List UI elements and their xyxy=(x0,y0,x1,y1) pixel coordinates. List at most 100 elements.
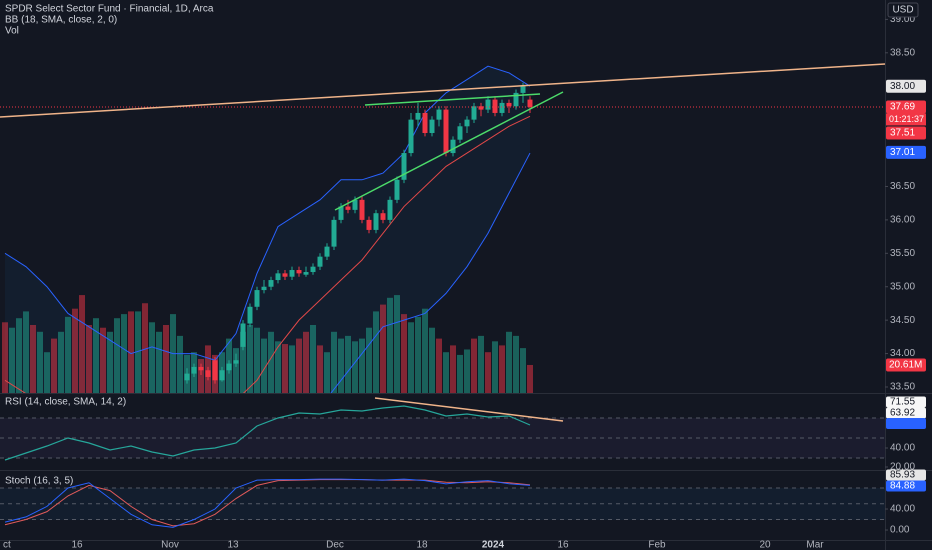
candle-body xyxy=(387,199,393,220)
volume-bar xyxy=(9,327,15,393)
candle-body xyxy=(422,112,428,134)
volume-badge-label: 20.61M xyxy=(889,360,922,371)
volume-bar xyxy=(37,331,43,393)
candle-body xyxy=(282,273,288,277)
candle-body xyxy=(310,266,316,273)
time-label: 13 xyxy=(227,540,239,550)
volume-bar xyxy=(429,327,435,393)
trend-line xyxy=(334,91,564,211)
candle-body xyxy=(443,109,449,154)
trend-line xyxy=(374,397,564,422)
countdown-badge xyxy=(886,113,926,126)
volume-bar xyxy=(373,311,379,393)
bb-upper xyxy=(4,65,531,361)
volume-bar xyxy=(268,331,274,393)
candle-body xyxy=(436,109,442,120)
volume-bar xyxy=(254,327,260,393)
volume-bar xyxy=(513,335,519,393)
candle-body xyxy=(401,153,407,180)
candle-body xyxy=(415,112,421,120)
rsi-pane xyxy=(0,405,885,461)
volume-bar xyxy=(44,352,50,393)
stoch-badge-label: 85.93 xyxy=(890,470,915,481)
rsi-badge-label: 63.92 xyxy=(890,408,915,419)
volume-bar xyxy=(471,338,477,393)
price-badge xyxy=(886,79,926,93)
time-label: 16 xyxy=(557,540,569,550)
volume-bar xyxy=(478,335,484,393)
time-label: ct xyxy=(3,540,11,550)
volume-bar xyxy=(499,345,505,393)
candle-body xyxy=(275,273,281,281)
y-tick-label: 36.00 xyxy=(890,215,915,226)
candle-body xyxy=(464,119,470,127)
main-pane xyxy=(0,65,885,393)
candle-body xyxy=(296,270,302,274)
volume-bar xyxy=(142,303,148,393)
stoch-badge-label: 84.88 xyxy=(890,481,915,492)
rsi-tick-label: 20.00 xyxy=(890,462,915,473)
candle-body xyxy=(261,286,267,291)
volume-bar xyxy=(198,359,204,393)
candle-body xyxy=(331,219,337,247)
candle-body xyxy=(450,139,456,154)
volume-bar xyxy=(58,331,64,393)
candle-body xyxy=(184,373,190,381)
volume-bar xyxy=(352,341,358,393)
volume-bar xyxy=(485,352,491,393)
candle-body xyxy=(520,86,526,93)
stoch-badge xyxy=(886,469,926,481)
volume-bar xyxy=(16,318,22,393)
candle-body xyxy=(303,272,309,275)
volume-bar xyxy=(310,325,316,393)
volume-bar xyxy=(135,311,141,393)
rsi-badge-label: 71.55 xyxy=(890,397,915,408)
candle-body xyxy=(198,366,204,371)
y-tick-label: 38.50 xyxy=(890,47,915,58)
volume-bar xyxy=(506,331,512,393)
candle-body xyxy=(429,119,435,134)
candle-body xyxy=(191,366,197,374)
stoch-pane xyxy=(0,478,885,528)
y-tick-label: 36.50 xyxy=(890,181,915,192)
candle-body xyxy=(317,256,323,267)
rsi-tick-label: 40.00 xyxy=(890,443,915,454)
indicator-label: Vol xyxy=(5,26,19,37)
candle-body xyxy=(457,126,463,140)
time-label: Dec xyxy=(326,540,344,550)
volume-bar xyxy=(331,331,337,393)
candle-body xyxy=(289,270,295,277)
volume-bar xyxy=(408,322,414,393)
volume-bar xyxy=(2,322,8,393)
volume-bar xyxy=(100,327,106,393)
time-label: Nov xyxy=(161,540,179,550)
candle-body xyxy=(513,92,519,107)
candle-body xyxy=(485,99,491,110)
y-tick-label: 35.00 xyxy=(890,281,915,292)
volume-bar xyxy=(520,348,526,393)
currency-button[interactable] xyxy=(887,2,919,18)
currency-label: USD xyxy=(892,5,913,16)
volume-bar xyxy=(527,364,533,393)
candle-body xyxy=(219,370,225,381)
price-badge-label: 37.69 xyxy=(890,102,915,113)
candle-body xyxy=(408,119,414,154)
volume-bar xyxy=(247,325,253,393)
volume-bar xyxy=(436,338,442,393)
volume-bar xyxy=(107,331,113,393)
volume-bar xyxy=(443,352,449,393)
time-label: Feb xyxy=(648,540,666,550)
volume-bar xyxy=(366,327,372,393)
volume-bar xyxy=(394,295,400,393)
volume-bar xyxy=(464,349,470,393)
volume-bar xyxy=(261,338,267,393)
time-label: Mar xyxy=(806,540,824,550)
candle-body xyxy=(212,360,218,381)
y-tick-label: 34.50 xyxy=(890,315,915,326)
volume-bar xyxy=(296,338,302,393)
stoch-badge xyxy=(886,480,926,492)
volume-bar xyxy=(401,314,407,393)
volume-bar xyxy=(317,345,323,393)
volume-bar xyxy=(492,341,498,393)
